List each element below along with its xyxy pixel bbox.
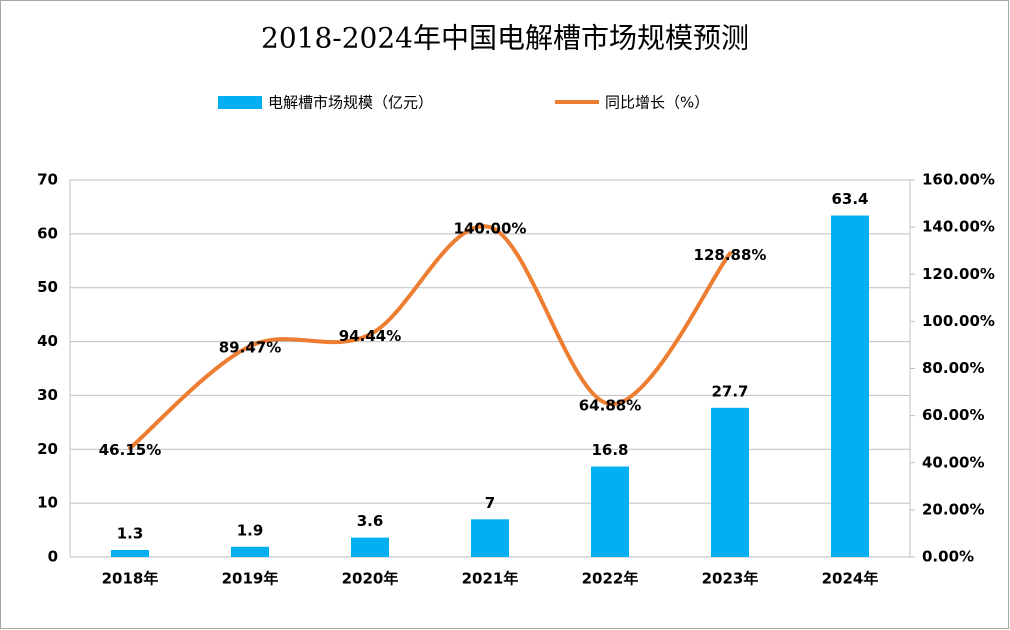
x-tick-label: 2024年 [822, 570, 879, 588]
line-value-label: 64.88% [579, 397, 641, 415]
y-tick-label: 20 [37, 440, 58, 458]
bar [711, 407, 749, 557]
y2-tick-label: 40.00% [922, 453, 984, 471]
y-tick-label: 30 [37, 386, 58, 404]
x-tick-label: 2020年 [342, 570, 399, 588]
bar-value-label: 16.8 [591, 441, 628, 459]
y-tick-label: 0 [48, 548, 58, 566]
y2-tick-label: 60.00% [922, 406, 984, 424]
y2-tick-label: 20.00% [922, 500, 984, 518]
y-tick-label: 50 [37, 278, 58, 296]
bar-value-label: 27.7 [711, 382, 748, 400]
line-value-label: 46.15% [99, 441, 161, 459]
bar [831, 215, 869, 557]
y2-tick-label: 120.00% [922, 265, 995, 283]
line-value-label: 89.47% [219, 339, 281, 357]
line-value-label: 128.88% [694, 246, 767, 264]
bar [591, 466, 629, 557]
x-tick-label: 2018年 [102, 570, 159, 588]
x-tick-label: 2021年 [462, 570, 519, 588]
chart-title: 2018-2024年中国电解槽市场规模预测 [261, 22, 749, 55]
line [128, 224, 732, 451]
bar [111, 549, 149, 557]
line-value-label: 140.00% [454, 220, 527, 238]
bar [231, 546, 269, 557]
y-tick-label: 60 [37, 224, 58, 242]
y2-tick-label: 0.00% [922, 548, 974, 566]
bar [471, 519, 509, 557]
bar-value-label: 3.6 [357, 512, 384, 530]
y2-tick-label: 140.00% [922, 218, 995, 236]
bar-value-label: 7 [485, 494, 495, 512]
bar-value-label: 1.9 [237, 521, 264, 539]
legend-label: 同比增长（%） [605, 94, 709, 112]
x-tick-label: 2022年 [582, 570, 639, 588]
y-tick-label: 40 [37, 332, 58, 350]
x-tick-label: 2019年 [222, 570, 279, 588]
bar-value-label: 63.4 [831, 190, 868, 208]
y-tick-label: 70 [37, 171, 58, 189]
y2-tick-label: 80.00% [922, 359, 984, 377]
line-value-label: 94.44% [339, 327, 401, 345]
y2-tick-label: 100.00% [922, 312, 995, 330]
legend-swatch [218, 96, 262, 109]
legend-label: 电解槽市场规模（亿元） [268, 94, 433, 112]
x-tick-label: 2023年 [702, 570, 759, 588]
y-tick-label: 10 [37, 494, 58, 512]
y2-tick-label: 160.00% [922, 171, 995, 189]
bar-value-label: 1.3 [117, 524, 144, 542]
bar [351, 537, 389, 557]
